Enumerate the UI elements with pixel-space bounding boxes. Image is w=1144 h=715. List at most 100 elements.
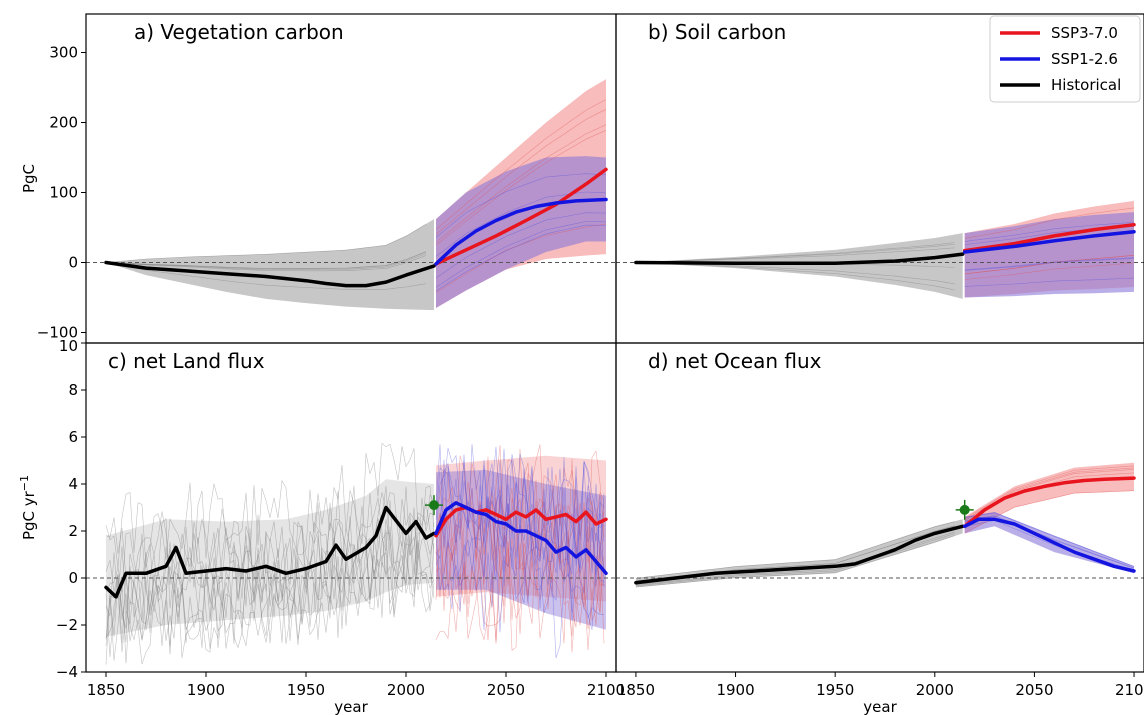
ssp126-trace-a [435, 221, 607, 288]
y-tick-label-a: 200 [49, 114, 78, 132]
ssp370-trace-a [435, 109, 607, 235]
y-tick-label-a: −100 [37, 324, 78, 342]
panel-title-d: d) net Ocean flux [648, 349, 822, 373]
ssp126-trace-c [435, 464, 605, 590]
ssp370-trace-a [435, 124, 607, 243]
y-axis-title-a: PgC [20, 164, 38, 193]
ssp126-trace-a [435, 212, 607, 279]
historical-trace-c [105, 535, 435, 665]
y-tick-label-c: 10 [59, 337, 78, 355]
ssp370-trace-c [435, 498, 605, 613]
ssp126-trace-d [964, 512, 1135, 567]
ssp370-trace-c [435, 475, 605, 598]
y-tick-label-c: 8 [68, 381, 78, 399]
legend-frame [989, 15, 1141, 103]
historical-trace-b [635, 243, 955, 263]
ssp126-trace-b [964, 258, 1135, 271]
ssp126-trace-c [435, 448, 605, 569]
panel-title-a: a) Vegetation carbon [134, 20, 344, 44]
ssp370-trace-c [435, 520, 605, 639]
frame-d [615, 342, 1144, 673]
historical-trace-c [105, 532, 435, 665]
ssp370-trace-c [435, 497, 605, 614]
historical-trace-c [105, 485, 435, 605]
ssp370-trace-b [964, 207, 1135, 239]
ssp126-line-a [434, 197, 608, 266]
ssp370-trace-a [435, 130, 607, 246]
ssp126-trace-d [964, 515, 1135, 569]
ssp370-trace-c [435, 534, 605, 644]
historical-trace-a [105, 251, 427, 269]
y-tick-label-a: 300 [49, 44, 78, 62]
ssp370-trace-b [964, 255, 1135, 275]
ssp126-trace-b [964, 257, 1135, 271]
ssp126-band-a [436, 156, 606, 308]
y-tick-label-c: −4 [56, 663, 78, 681]
ssp370-trace-d [964, 465, 1135, 519]
ssp126-line-b [962, 229, 1136, 254]
y-tick-label-c: 6 [68, 428, 78, 446]
marker-c [425, 495, 443, 516]
ssp126-trace-d [964, 512, 1135, 567]
historical-trace-c [105, 530, 435, 649]
y-axis-title-c: PgC yr−1 [18, 475, 38, 540]
historical-trace-d [635, 521, 955, 579]
ssp126-line-d [962, 517, 1136, 573]
historical-trace-c [105, 485, 435, 611]
y-tick-label-a: 0 [68, 254, 78, 272]
ssp126-trace-b [964, 277, 1135, 287]
plot-area-b [616, 200, 1144, 299]
ssp126-trace-c [435, 444, 605, 576]
historical-trace-a [105, 251, 427, 269]
ssp126-trace-a [435, 191, 607, 257]
plot-area-d [616, 462, 1144, 588]
x-tick-label-d: 1900 [716, 681, 754, 699]
ssp370-trace-b [964, 255, 1135, 275]
ssp370-trace-c [435, 444, 605, 563]
x-tick-label-d: 2000 [916, 681, 954, 699]
panel-b: b) Soil carbon [615, 13, 1144, 344]
historical-trace-a [105, 224, 427, 263]
historical-line-b [634, 252, 965, 265]
historical-trace-d [635, 531, 955, 586]
panel-a: −100 0 100 200 300 a) Vegetation carbon PgC [20, 13, 617, 344]
x-tick-label-c: 1850 [87, 681, 125, 699]
legend-label-historical: Historical [1051, 76, 1121, 94]
x-tick-label-c: 2050 [487, 681, 525, 699]
panel-c: −4 −2 0 2 4 6 8 10 1850 1900 1950 2000 2050 2100 c) ne… [18, 337, 625, 715]
ssp370-line-a [434, 167, 608, 266]
historical-trace-c [105, 497, 435, 617]
x-tick-label-d: 1850 [617, 681, 655, 699]
legend-label-ssp370: SSP3-7.0 [1051, 24, 1118, 42]
ssp370-line-b [962, 222, 1136, 253]
y-tick-label-c: 4 [68, 475, 78, 493]
historical-line-d [634, 524, 965, 585]
ssp370-band-c [436, 455, 606, 602]
historical-trace-b [635, 242, 955, 263]
x-tick-label-c: 1950 [287, 681, 325, 699]
panel-d: 1850 1900 1950 2000 2050 2100 d) net Ocean flu… [615, 342, 1144, 715]
ssp126-line-c [434, 501, 608, 576]
x-tick-label-d: 1950 [816, 681, 854, 699]
x-axis-title-c: year [334, 698, 368, 715]
ssp126-trace-d [964, 515, 1135, 569]
ssp126-trace-c [435, 523, 605, 659]
panel-title-b: b) Soil carbon [648, 20, 786, 44]
panel-title-c: c) net Land flux [108, 349, 265, 373]
x-tick-label-d: 2050 [1015, 681, 1053, 699]
historical-trace-c [105, 442, 435, 568]
marker-d [955, 499, 974, 520]
legend-label-ssp126: SSP1-2.6 [1051, 50, 1118, 68]
ssp126-trace-c [435, 489, 605, 613]
x-tick-label-c: 1900 [187, 681, 225, 699]
ssp370-trace-a [435, 223, 607, 293]
ssp126-band-b [964, 212, 1134, 298]
ssp126-trace-a [435, 224, 607, 292]
x-tick-label-c: 2000 [387, 681, 425, 699]
historical-trace-c [105, 527, 435, 658]
historical-band-c [106, 479, 434, 637]
historical-trace-b [635, 262, 955, 291]
ssp370-trace-a [435, 99, 607, 230]
x-axis-title-d: year [863, 698, 897, 715]
